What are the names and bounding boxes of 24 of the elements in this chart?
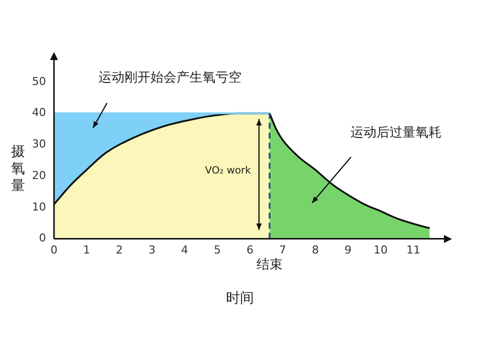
- y-tick-label: 0: [38, 232, 46, 245]
- ref-line-label: 结束: [256, 258, 283, 273]
- x-tick-label: 0: [50, 243, 58, 256]
- x-axis-title: 时间: [226, 290, 254, 306]
- x-tick-label: 5: [214, 243, 221, 256]
- y-tick-label: 10: [32, 200, 46, 214]
- annotation: 运动刚开始会产生氧亏空: [98, 70, 242, 86]
- x-tick-label: 4: [181, 243, 188, 256]
- x-tick-label: 11: [406, 243, 420, 256]
- y-tick-label: 50: [32, 74, 46, 88]
- y-tick-label: 30: [32, 138, 46, 151]
- x-tick-label: 10: [374, 243, 388, 256]
- annotation: VO₂ work: [205, 166, 252, 177]
- x-tick-label: 7: [279, 243, 286, 256]
- x-tick-label: 6: [246, 243, 254, 256]
- annotation: 运动后过量氧耗: [350, 125, 442, 140]
- y-tick-label: 20: [32, 168, 46, 182]
- y-axis-title: 摄氧量: [11, 144, 25, 194]
- x-tick-label: 2: [116, 243, 123, 256]
- y-tick-label: 40: [32, 106, 46, 120]
- x-tick-label: 9: [344, 243, 352, 256]
- x-tick-label: 3: [148, 243, 156, 256]
- x-tick-label: 8: [312, 243, 319, 256]
- x-tick-label: 1: [83, 243, 90, 256]
